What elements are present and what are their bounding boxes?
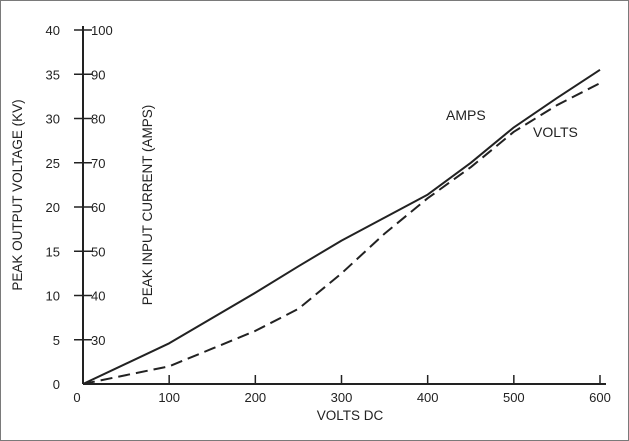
y-tick-label-right: 100 (91, 23, 113, 38)
y-tick-label-right: 30 (91, 333, 105, 348)
y-tick-label-left: 20 (46, 200, 60, 215)
x-tick-label: 400 (417, 390, 439, 405)
x-tick-label: 100 (158, 390, 180, 405)
x-axis-label: VOLTS DC (317, 408, 384, 423)
volts-series-line (82, 68, 601, 385)
y-tick-label-left: 40 (46, 23, 60, 38)
chart-ticks: 0 100 200 300 400 500 600 0 5 10 15 20 25 30 35 40 30 40 5… (46, 23, 611, 405)
y-tick-label-right: 40 (91, 289, 105, 304)
y-tick-label-left: 25 (46, 156, 60, 171)
y-tick-label-right: 90 (91, 67, 105, 82)
y-tick-label-left: 35 (46, 67, 60, 82)
y-tick-label-right: 70 (91, 156, 105, 171)
amps-series-label: AMPS (446, 107, 486, 123)
y-tick-label-left: 30 (46, 112, 60, 127)
y-axis-label-left: PEAK OUTPUT VOLTAGE (KV) (10, 99, 25, 290)
chart-axes (82, 26, 606, 385)
x-tick-label: 500 (503, 390, 525, 405)
volts-series-label: VOLTS (533, 124, 578, 140)
y-tick-label-right: 60 (91, 200, 105, 215)
x-tick-label: 600 (589, 390, 611, 405)
y-tick-label-left: 15 (46, 244, 60, 259)
x-tick-label: 300 (331, 390, 353, 405)
y-tick-label-right: 50 (91, 244, 105, 259)
y-tick-label-left: 5 (53, 333, 60, 348)
y-axis-label-right: PEAK INPUT CURRENT (AMPS) (140, 105, 155, 306)
amps-series-line (82, 82, 601, 385)
y-tick-label-left: 10 (46, 289, 60, 304)
y-tick-label-left: 0 (53, 377, 60, 392)
x-tick-label: 200 (244, 390, 266, 405)
x-tick-label: 0 (73, 390, 80, 405)
chart-series (82, 68, 601, 385)
y-tick-label-right: 80 (91, 112, 105, 127)
